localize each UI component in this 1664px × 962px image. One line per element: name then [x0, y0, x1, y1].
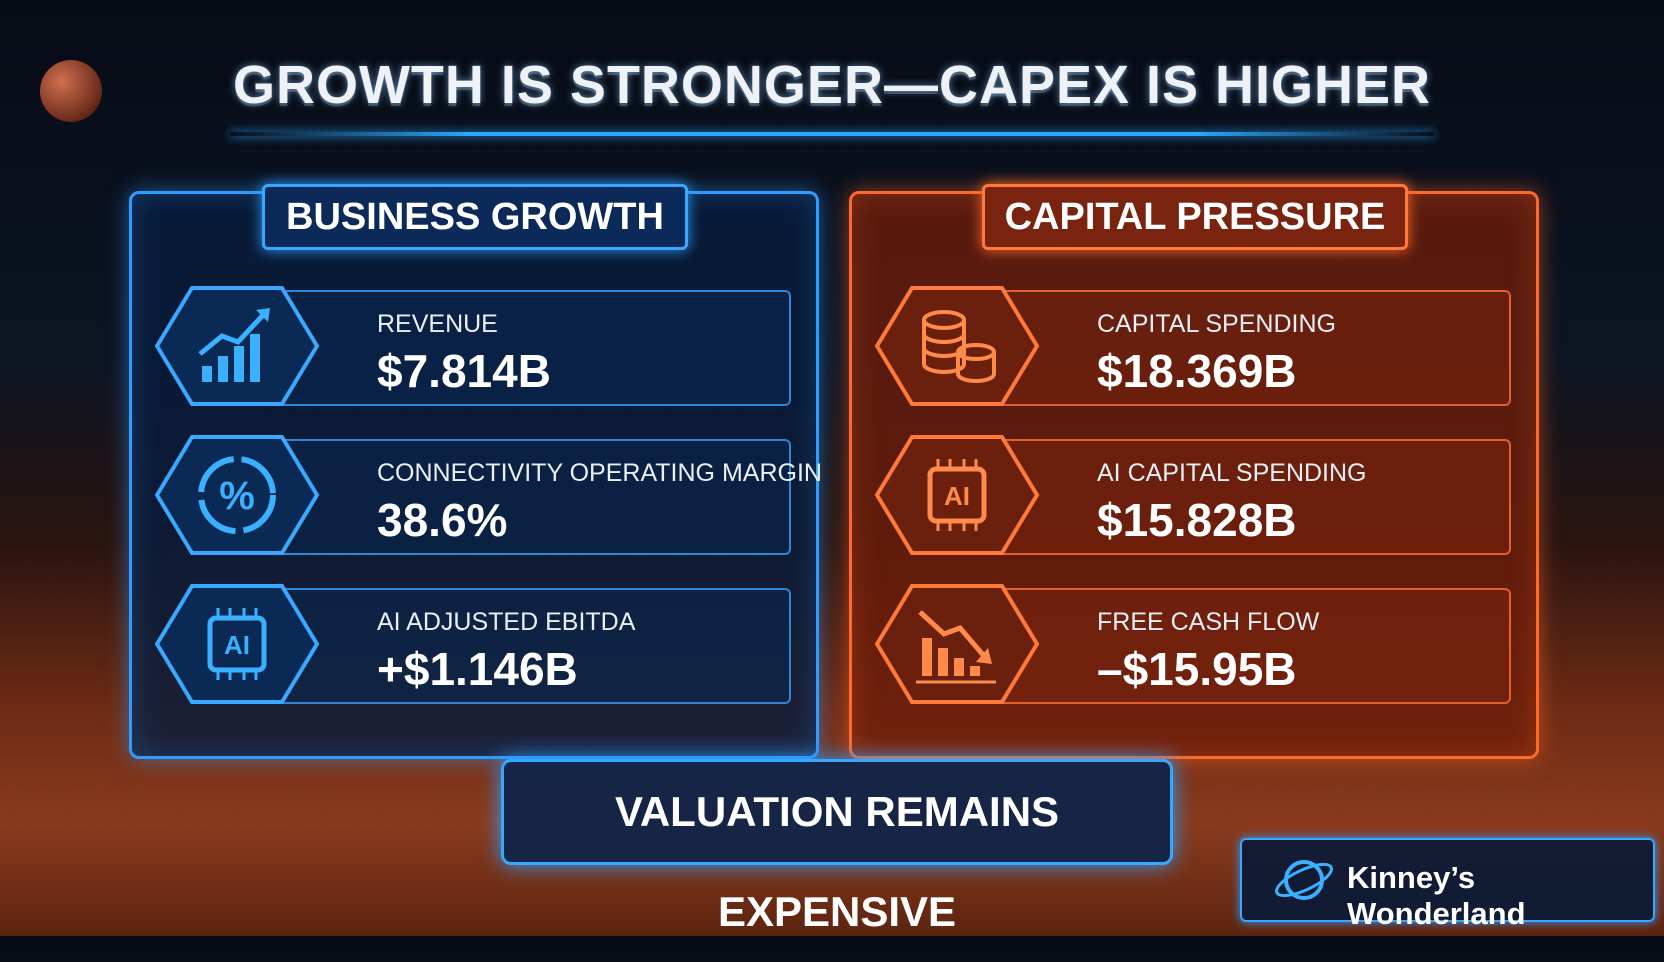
metric-value: +$1.146B — [377, 643, 578, 695]
decline-icon — [874, 584, 1040, 704]
metric-label: CONNECTIVITY OPERATING MARGIN — [377, 459, 822, 487]
metric-label: FREE CASH FLOW — [1097, 608, 1320, 636]
metric-box — [962, 588, 1511, 704]
metric-value: $15.828B — [1097, 494, 1297, 546]
metric-row: AI AI ADJUSTED EBITDA +$1.146B — [152, 582, 792, 706]
svg-text:AI: AI — [944, 481, 970, 511]
metric-box — [962, 290, 1511, 406]
planet-logo — [1274, 860, 1334, 900]
panel-heading: CAPITAL PRESSURE — [982, 184, 1408, 250]
metric-value: 38.6% — [377, 494, 508, 546]
metric-row: CAPITAL SPENDING $18.369B — [872, 284, 1512, 408]
planet — [40, 60, 102, 122]
metric-label: REVENUE — [377, 310, 498, 338]
page: Infographic {"header": {"title": "GROWTH… — [0, 0, 1664, 936]
valuation-banner: VALUATION REMAINS EXPENSIVE — [501, 759, 1173, 935]
ai-chip-icon: AI — [874, 435, 1040, 555]
metric-value: $18.369B — [1097, 345, 1297, 397]
metric-box — [242, 588, 791, 704]
metric-label: CAPITAL SPENDING — [1097, 310, 1336, 338]
metric-box — [242, 290, 791, 406]
brand-name: Kinney’s Wonderland — [1347, 860, 1526, 931]
infographic: GROWTH IS STRONGER—CAPEX IS HIGHER BUSIN… — [0, 0, 1664, 936]
growth-panel: BUSINESS GROWTH REVENUE $7.814B % CONNEC… — [129, 184, 822, 759]
metric-value: –$15.95B — [1097, 643, 1297, 695]
svg-text:%: % — [219, 474, 255, 518]
ai-chip-icon: AI — [154, 584, 320, 704]
chart-icon — [154, 286, 320, 406]
title: GROWTH IS STRONGER—CAPEX IS HIGHER — [232, 55, 1432, 115]
metric-value: $7.814B — [377, 345, 551, 397]
percent-icon: % — [154, 435, 320, 555]
metric-label: AI ADJUSTED EBITDA — [377, 608, 636, 636]
coins-icon — [874, 286, 1040, 406]
metric-row: FREE CASH FLOW –$15.95B — [872, 582, 1512, 706]
metric-row: AI AI CAPITAL SPENDING $15.828B — [872, 433, 1512, 557]
metric-row: REVENUE $7.814B — [152, 284, 792, 408]
metric-box — [242, 439, 791, 555]
capital-panel: CAPITAL PRESSURE CAPITAL SPENDING $18.36… — [849, 184, 1539, 759]
panel-heading: BUSINESS GROWTH — [262, 184, 688, 250]
metric-label: AI CAPITAL SPENDING — [1097, 459, 1367, 487]
metric-box — [962, 439, 1511, 555]
svg-text:AI: AI — [224, 630, 250, 660]
brand-badge: Kinney’s Wonderland — [1240, 838, 1655, 931]
metric-row: % CONNECTIVITY OPERATING MARGIN 38.6% — [152, 433, 822, 557]
title-underline — [230, 132, 1434, 136]
